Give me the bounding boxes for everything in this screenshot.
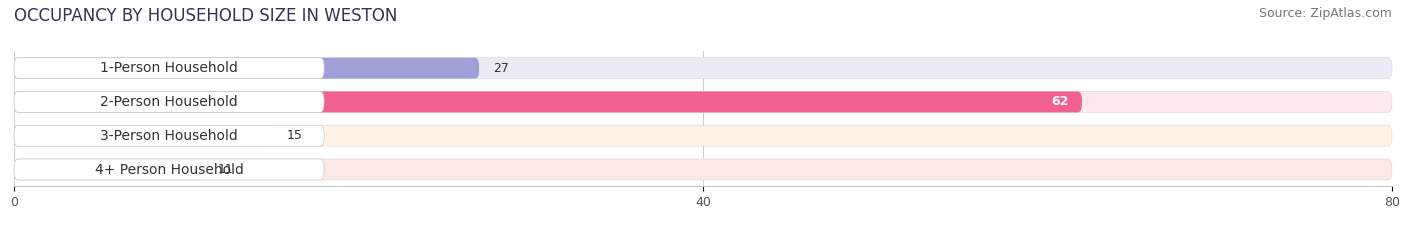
Text: 11: 11 bbox=[218, 163, 233, 176]
Text: 4+ Person Household: 4+ Person Household bbox=[94, 162, 243, 177]
FancyBboxPatch shape bbox=[14, 92, 1392, 112]
Text: Source: ZipAtlas.com: Source: ZipAtlas.com bbox=[1258, 7, 1392, 20]
Text: OCCUPANCY BY HOUSEHOLD SIZE IN WESTON: OCCUPANCY BY HOUSEHOLD SIZE IN WESTON bbox=[14, 7, 398, 25]
FancyBboxPatch shape bbox=[14, 125, 273, 146]
Text: 3-Person Household: 3-Person Household bbox=[100, 129, 238, 143]
Text: 62: 62 bbox=[1050, 96, 1069, 108]
FancyBboxPatch shape bbox=[14, 125, 1392, 146]
FancyBboxPatch shape bbox=[14, 58, 325, 79]
FancyBboxPatch shape bbox=[14, 159, 325, 180]
FancyBboxPatch shape bbox=[14, 92, 1083, 112]
FancyBboxPatch shape bbox=[14, 125, 325, 146]
FancyBboxPatch shape bbox=[14, 58, 1392, 79]
FancyBboxPatch shape bbox=[14, 159, 1392, 180]
Text: 15: 15 bbox=[287, 129, 302, 142]
FancyBboxPatch shape bbox=[14, 58, 479, 79]
Text: 2-Person Household: 2-Person Household bbox=[100, 95, 238, 109]
FancyBboxPatch shape bbox=[14, 92, 325, 112]
Text: 27: 27 bbox=[494, 62, 509, 75]
Text: 1-Person Household: 1-Person Household bbox=[100, 61, 238, 75]
FancyBboxPatch shape bbox=[14, 159, 204, 180]
